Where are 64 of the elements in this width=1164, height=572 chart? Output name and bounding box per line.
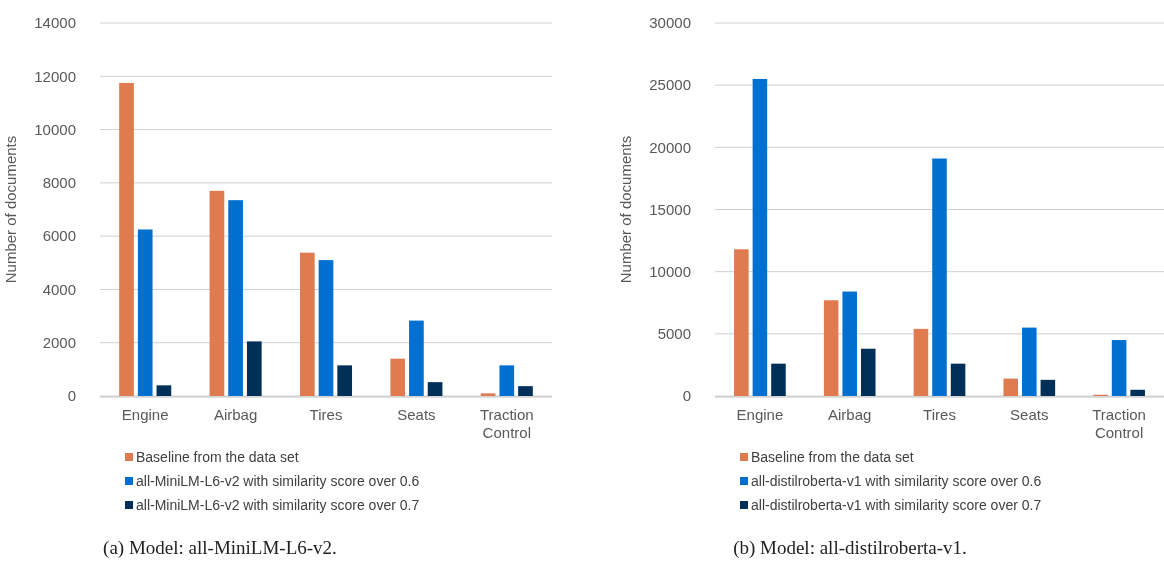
legend-label: Baseline from the data set [751,449,914,465]
bar [860,348,876,396]
legend-label: all-distilroberta-v1 with similarity score over 0.6 [751,473,1042,489]
legend-label: all-MiniLM-L6-v2 with similarity score over 0.6 [136,473,420,489]
bar [119,82,134,396]
bar [823,300,839,396]
x-tick-label: Traction Control [1092,406,1146,441]
bar [480,393,496,396]
legend-label: all-distilroberta-v1 with similarity score over 0.7 [751,497,1042,513]
y-tick-label: 25000 [649,76,691,94]
bar [1003,378,1019,396]
y-tick-label: 4000 [42,280,76,298]
x-tick-label: Seats [397,406,436,423]
y-tick-label: 8000 [42,174,76,192]
x-tick-label: Engine [736,406,784,423]
legend-label: all-MiniLM-L6-v2 with similarity score over 0.7 [136,497,420,513]
bar [499,365,515,396]
bar [932,158,947,396]
y-tick-label: 14000 [34,14,76,32]
bar [246,341,262,396]
bar [1022,327,1037,396]
y-tick-label: 30000 [649,14,691,32]
x-tick-label: Seats [1010,406,1049,423]
text: (a) Model: all-MiniLM-L6-v2. [103,537,337,559]
x-tick-label: Tires [923,406,956,423]
x-tick-label: Airbag [213,406,258,423]
y-tick-label: 2000 [42,334,76,352]
bar [518,386,533,396]
bar [1130,389,1145,396]
bar [1040,379,1056,396]
bar [1111,340,1127,396]
y-tick-label: 15000 [649,200,691,218]
bar [156,385,172,396]
bar [752,78,768,396]
y-tick-label: 10000 [649,262,691,280]
text: (b) Model: all-distilroberta-v1. [733,537,967,559]
bar [137,229,153,396]
bar [427,382,443,396]
x-tick-label: Engine [121,406,169,423]
bar [209,190,225,396]
y-tick-label: 20000 [649,138,691,156]
y-tick-label: 10000 [34,120,76,138]
y-tick-label: 0 [682,387,691,405]
y-axis-title: Number of documents [2,135,19,284]
legend-label: Baseline from the data set [136,449,299,465]
y-tick-label: 12000 [34,67,76,85]
x-tick-label: Traction Control [479,406,534,441]
bar [734,249,749,396]
bar [318,260,334,396]
bar [299,252,315,396]
bar [950,363,966,396]
bar [409,320,424,396]
bar [771,363,786,396]
bar [842,291,857,396]
x-tick-label: Tires [309,406,343,423]
y-tick-label: 5000 [657,325,691,343]
bar [913,328,929,396]
x-tick-label: Airbag [828,406,872,423]
y-tick-label: 6000 [42,227,76,245]
y-axis-title: Number of documents [617,135,634,284]
y-tick-label: 0 [67,387,76,405]
bar [228,200,243,396]
bar [337,365,353,396]
bar [390,358,406,396]
